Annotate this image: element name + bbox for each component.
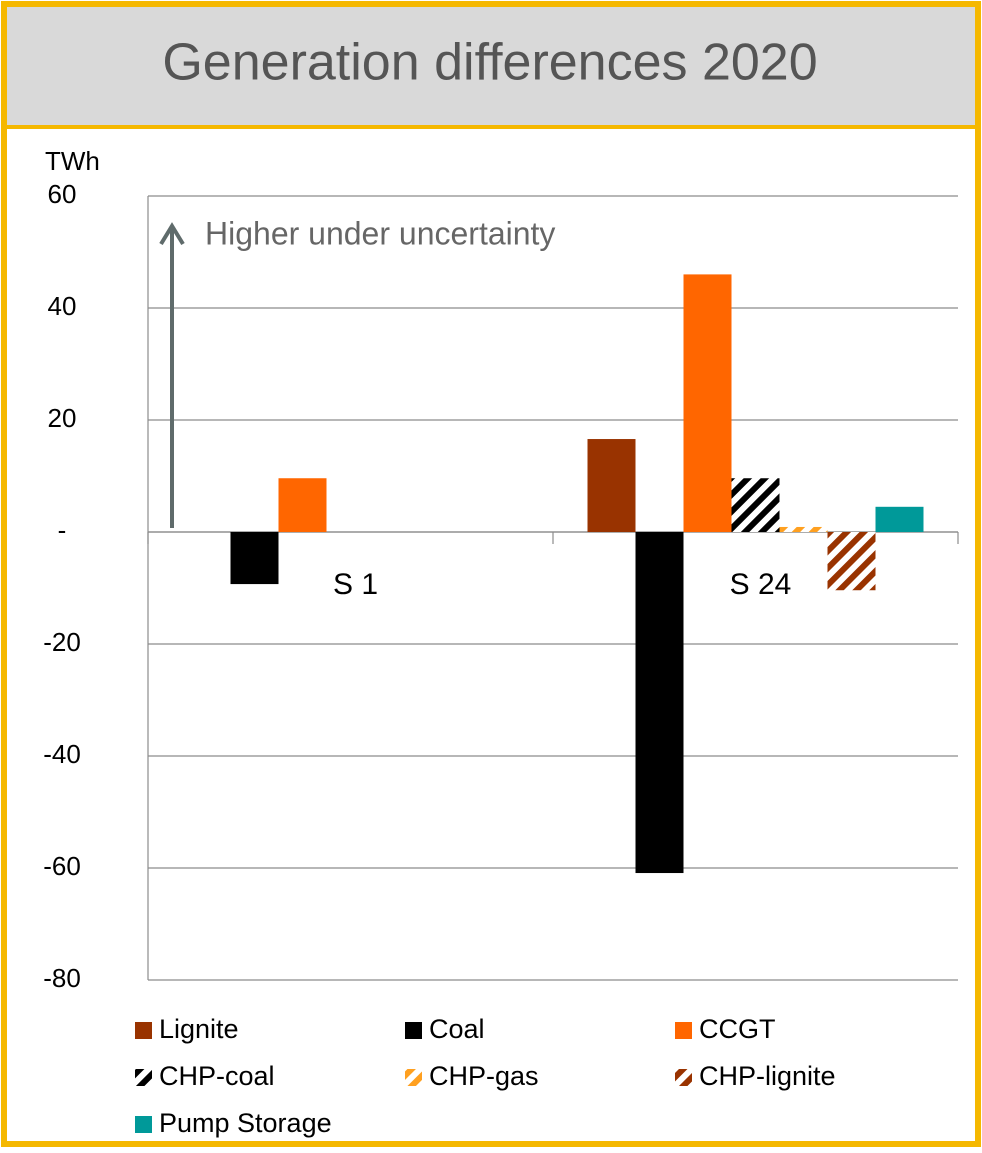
y-tick-label: -40 [43,739,81,769]
bar [587,439,636,532]
legend-label: CHP-lignite [699,1061,836,1091]
chart-title: Generation differences 2020 [162,34,817,92]
y-axis-label: TWh [45,146,100,176]
y-tick-label: -20 [43,627,81,657]
y-tick-label: -60 [43,851,81,881]
arrow-head [159,222,185,246]
legend-swatch [405,1022,422,1039]
y-tick-label: 40 [48,291,77,321]
bar [683,274,732,532]
legend-swatch [135,1069,152,1086]
bar [230,532,279,585]
bar [875,506,924,532]
header [7,7,975,126]
y-tick-label: 20 [48,403,77,433]
y-tick-label: - [58,515,67,545]
legend-label: Pump Storage [159,1108,332,1138]
legend-swatch [135,1116,152,1133]
legend-swatch [675,1069,692,1086]
x-tick-label: S 24 [730,568,792,601]
legend-label: CHP-coal [159,1061,275,1091]
legend-swatch [405,1069,422,1086]
legend-swatch [135,1022,152,1039]
legend-label: CHP-gas [429,1061,539,1091]
bar [635,532,684,874]
legend-label: Lignite [159,1014,239,1044]
legend-swatch [675,1022,692,1039]
legend-label: Coal [429,1014,485,1044]
legend-label: CCGT [699,1014,776,1044]
bar [827,532,876,591]
y-tick-label: -80 [43,963,81,993]
annotation: Higher under uncertainty [205,215,555,251]
bar [278,478,327,532]
x-tick-label: S 1 [333,568,378,601]
bar [779,526,828,532]
y-tick-label: 60 [48,179,77,209]
bar [731,478,780,532]
